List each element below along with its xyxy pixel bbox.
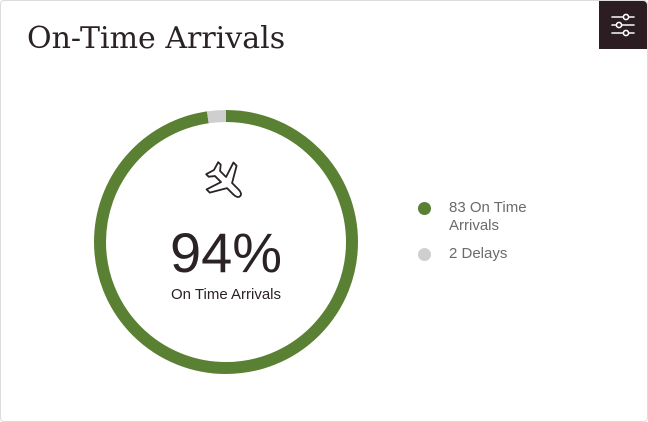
legend-label-on-time: 83 On Time Arrivals [449,199,527,234]
plane-arrival-icon [205,161,242,198]
filter-settings-button[interactable] [599,1,647,49]
on-time-percentage: 94% [169,221,283,284]
card-title: On-Time Arrivals [27,21,286,56]
legend-item-delays: 2 Delays [417,245,567,263]
donut-center: 94% On Time Arrivals [91,107,361,377]
donut-slice-delays [94,110,358,374]
legend-label-delays: 2 Delays [449,245,508,262]
donut-chart [94,110,358,374]
legend-dot-on-time [418,202,431,215]
chart-legend: 83 On Time Arrivals 2 Delays [417,199,567,273]
on-time-percentage-label: On Time Arrivals [170,286,282,303]
legend-dot-delays [418,248,431,261]
sliders-icon [611,13,635,37]
legend-item-on-time: 83 On Time Arrivals [417,199,567,235]
